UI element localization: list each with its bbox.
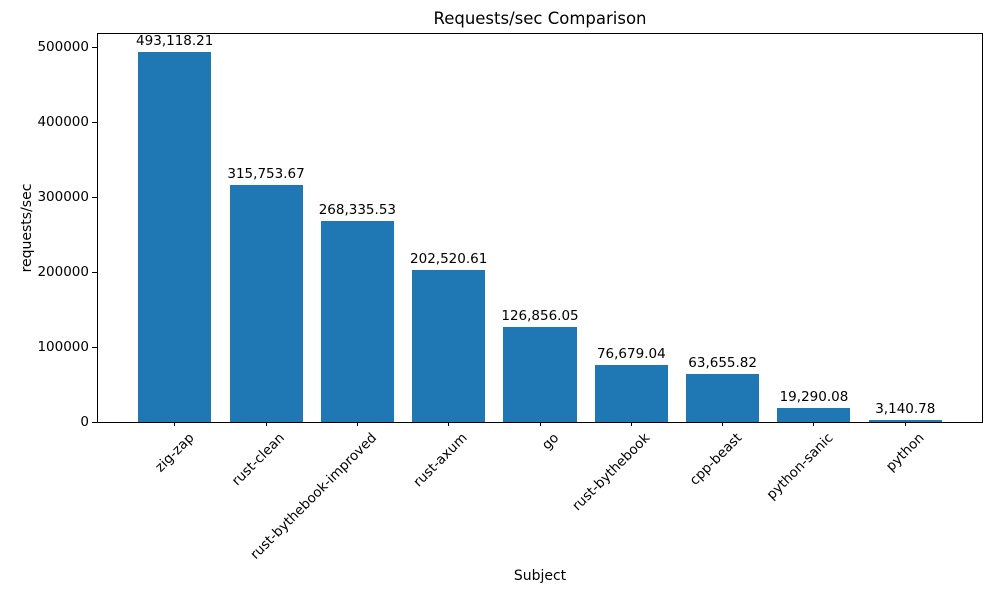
bar-python (868, 419, 942, 422)
bar-rust-bythebook (594, 364, 668, 422)
bar-value-label: 19,290.08 (779, 388, 849, 405)
x-tick-label: rust-bythebook (569, 430, 654, 515)
y-tick (92, 421, 97, 423)
plot-area: 493,118.21 315,753.67 268,335.53 202,520.61… (97, 33, 983, 423)
y-tick-label: 200000 (37, 264, 89, 281)
y-tick-label: 400000 (37, 114, 89, 131)
bar-value-label: 268,335.53 (318, 201, 396, 218)
bar-value-label: 315,753.67 (227, 166, 305, 183)
y-tick-label: 0 (80, 414, 89, 430)
bar-go (503, 326, 577, 422)
x-tick (630, 422, 632, 426)
x-tick (904, 422, 906, 426)
bar-python-sanic (777, 407, 851, 422)
y-tick (92, 46, 97, 48)
y-tick-label: 500000 (37, 39, 89, 56)
x-tick (813, 422, 815, 426)
x-tick (265, 422, 267, 426)
bar-value-label: 76,679.04 (596, 345, 666, 362)
bar-rust-axum (412, 270, 486, 422)
bar-value-label: 3,140.78 (875, 400, 936, 417)
bar-rust-clean (229, 185, 303, 422)
x-tick (356, 422, 358, 426)
bar-rust-bythebook-improved (320, 220, 394, 422)
x-tick (448, 422, 450, 426)
x-tick-label: zig-zap (151, 430, 198, 476)
bar-value-label: 202,520.61 (410, 251, 488, 268)
x-tick-label: cpp-beast (686, 430, 745, 489)
x-tick (539, 422, 541, 426)
x-tick-label: python-sanic (763, 430, 837, 503)
x-tick-label: go (539, 430, 563, 454)
x-tick (722, 422, 724, 426)
x-tick (174, 422, 176, 426)
x-axis-label: Subject (513, 568, 567, 584)
bar-value-label: 126,856.05 (501, 307, 579, 324)
y-tick (92, 121, 97, 123)
x-tick-label: rust-clean (229, 430, 289, 490)
bar-cpp-beast (686, 374, 760, 422)
y-tick (92, 271, 97, 273)
y-tick-label: 300000 (37, 189, 89, 206)
x-tick-label: rust-axum (410, 430, 472, 491)
bar-value-label: 493,118.21 (136, 33, 214, 50)
y-tick (92, 346, 97, 348)
y-tick (92, 196, 97, 198)
bar-zig-zap (138, 52, 212, 422)
bar-value-label: 63,655.82 (688, 355, 757, 372)
y-tick-label: 100000 (37, 339, 89, 356)
chart-title: Requests/sec Comparison (433, 9, 647, 28)
x-tick-label: python (882, 430, 928, 475)
